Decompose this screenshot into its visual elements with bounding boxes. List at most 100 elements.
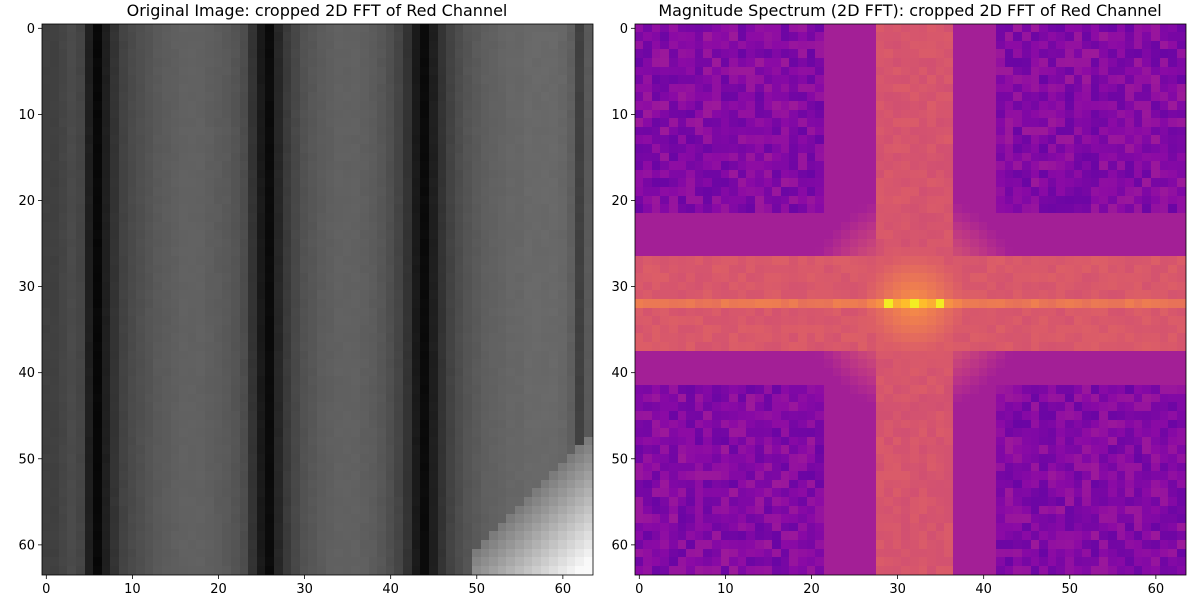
- heatmap-cell: [772, 67, 782, 76]
- heatmap-cell: [772, 49, 782, 59]
- heatmap-cell: [686, 67, 696, 76]
- heatmap-cell: [42, 557, 51, 567]
- heatmap-cell: [145, 299, 154, 309]
- heatmap-cell: [214, 463, 223, 472]
- heatmap-cell: [85, 531, 94, 541]
- heatmap-cell: [420, 420, 430, 429]
- heatmap-cell: [351, 75, 361, 85]
- heatmap-cell: [498, 463, 507, 472]
- heatmap-cell: [248, 282, 258, 291]
- heatmap-cell: [377, 49, 387, 59]
- heatmap-cell: [489, 67, 499, 76]
- heatmap-cell: [274, 471, 284, 481]
- heatmap-cell: [265, 58, 275, 68]
- heatmap-cell: [678, 24, 687, 33]
- heatmap-cell: [93, 402, 103, 412]
- heatmap-cell: [412, 24, 421, 33]
- heatmap-cell: [265, 411, 275, 421]
- heatmap-cell: [549, 557, 559, 567]
- heatmap-cell: [59, 549, 68, 558]
- heatmap-cell: [481, 411, 490, 421]
- heatmap-cell: [240, 196, 249, 205]
- heatmap-cell: [231, 187, 241, 197]
- heatmap-cell: [196, 506, 206, 515]
- heatmap-cell: [944, 41, 954, 50]
- heatmap-cell: [317, 118, 327, 128]
- heatmap-cell: [987, 118, 997, 128]
- heatmap-cell: [386, 411, 395, 421]
- heatmap-cell: [558, 299, 568, 309]
- heatmap-cell: [1177, 32, 1186, 42]
- heatmap-cell: [489, 213, 499, 223]
- heatmap-cell: [76, 58, 86, 68]
- heatmap-cell: [85, 549, 94, 558]
- heatmap-cell: [824, 49, 834, 59]
- heatmap-cell: [334, 282, 344, 291]
- heatmap-cell: [308, 213, 318, 223]
- heatmap-cell: [506, 196, 516, 205]
- heatmap-cell: [927, 58, 937, 68]
- heatmap-cell: [317, 368, 327, 377]
- heatmap-cell: [489, 454, 499, 464]
- heatmap-cell: [910, 49, 920, 59]
- heatmap-cell: [351, 488, 361, 498]
- heatmap-cell: [360, 402, 370, 412]
- heatmap-cell: [420, 523, 430, 532]
- heatmap-cell: [746, 24, 756, 33]
- heatmap-cell: [472, 135, 482, 145]
- heatmap-cell: [524, 92, 533, 102]
- heatmap-cell: [481, 420, 490, 429]
- heatmap-cell: [394, 480, 404, 489]
- heatmap-cell: [102, 351, 111, 360]
- heatmap-cell: [386, 359, 395, 369]
- heatmap-cell: [85, 540, 94, 550]
- heatmap-cell: [343, 196, 352, 205]
- heatmap-cell: [584, 488, 593, 498]
- heatmap-cell: [119, 282, 129, 291]
- heatmap-cell: [979, 67, 988, 76]
- heatmap-cell: [386, 385, 395, 395]
- heatmap-cell: [962, 84, 971, 93]
- heatmap-cell: [558, 523, 568, 532]
- heatmap-cell: [257, 308, 266, 317]
- heatmap-cell: [678, 92, 687, 102]
- heatmap-cell: [196, 333, 206, 343]
- heatmap-cell: [110, 41, 120, 50]
- heatmap-cell: [128, 523, 137, 532]
- heatmap-cell: [240, 170, 249, 179]
- heatmap-cell: [584, 282, 593, 291]
- heatmap-cell: [712, 75, 722, 85]
- heatmap-cell: [93, 127, 103, 136]
- heatmap-cell: [403, 351, 413, 360]
- heatmap-cell: [222, 118, 232, 128]
- heatmap-cell: [489, 463, 499, 472]
- heatmap-cell: [308, 506, 318, 515]
- heatmap-cell: [403, 213, 413, 223]
- heatmap-cell: [652, 49, 661, 59]
- heatmap-cell: [300, 153, 309, 162]
- heatmap-cell: [188, 213, 197, 223]
- heatmap-cell: [67, 411, 77, 421]
- heatmap-cell: [162, 256, 172, 266]
- heatmap-cell: [386, 24, 395, 33]
- heatmap-cell: [429, 523, 439, 532]
- heatmap-cell: [515, 471, 525, 481]
- heatmap-cell: [567, 24, 576, 33]
- heatmap-cell: [944, 24, 954, 33]
- heatmap-cell: [136, 540, 146, 550]
- heatmap-cell: [205, 531, 215, 541]
- heatmap-cell: [274, 247, 284, 257]
- heatmap-cell: [1065, 49, 1075, 59]
- heatmap-cell: [274, 290, 284, 300]
- heatmap-cell: [703, 118, 713, 128]
- heatmap-cell: [248, 411, 258, 421]
- heatmap-cell: [833, 75, 842, 85]
- heatmap-cell: [351, 84, 361, 93]
- heatmap-cell: [549, 566, 559, 575]
- heatmap-cell: [549, 24, 559, 33]
- heatmap-cell: [386, 523, 395, 532]
- heatmap-cell: [85, 480, 94, 489]
- chart-title: Original Image: cropped 2D FFT of Red Ch…: [127, 1, 508, 20]
- heatmap-cell: [360, 32, 370, 42]
- heatmap-cell: [360, 333, 370, 343]
